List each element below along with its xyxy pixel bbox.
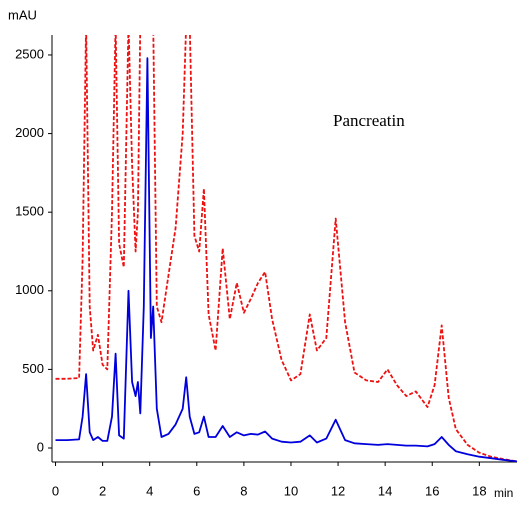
x-tick-label: 8 — [240, 483, 247, 498]
x-axis-label: min — [494, 486, 513, 500]
x-tick-label: 18 — [472, 483, 486, 498]
y-tick-label: 2000 — [15, 125, 44, 140]
x-tick-label: 2 — [99, 483, 106, 498]
plot-area — [55, 35, 517, 462]
y-tick-label: 1500 — [15, 204, 44, 219]
x-tick-label: 12 — [331, 483, 345, 498]
y-axis-label: mAU — [8, 7, 37, 22]
y-tick-label: 0 — [37, 439, 44, 454]
x-tick-label: 16 — [425, 483, 439, 498]
x-tick-label: 10 — [284, 483, 298, 498]
annotation: Pancreatin — [333, 111, 405, 130]
y-tick-label: 1000 — [15, 282, 44, 297]
y-tick-label: 500 — [22, 361, 44, 376]
series-line — [55, 35, 517, 462]
series-line — [55, 57, 517, 462]
x-tick-label: 14 — [378, 483, 392, 498]
x-tick-label: 6 — [193, 483, 200, 498]
x-tick-label: 4 — [146, 483, 153, 498]
y-tick-label: 2500 — [15, 46, 44, 61]
x-tick-label: 0 — [52, 483, 59, 498]
